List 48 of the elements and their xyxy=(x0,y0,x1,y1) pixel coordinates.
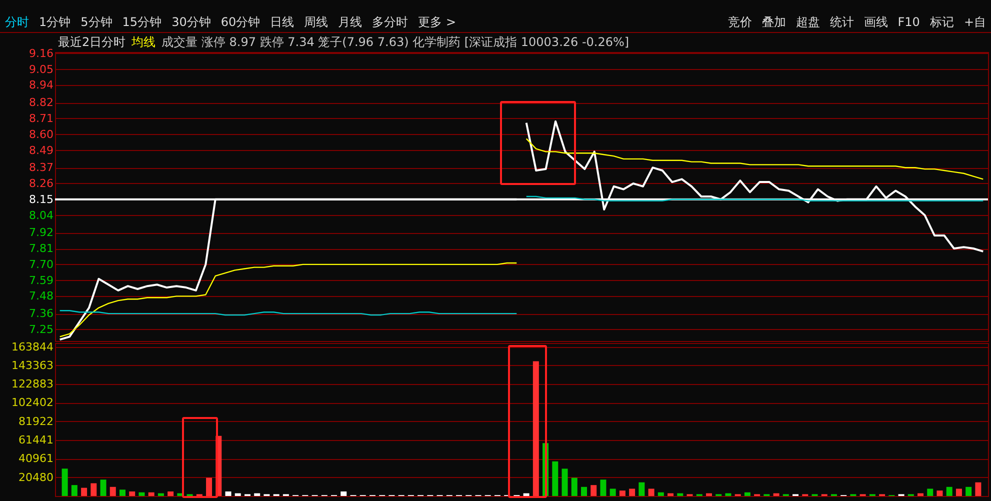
y-tick-label: 163844 xyxy=(12,340,54,354)
y-tick-label: 143363 xyxy=(12,358,54,372)
text: 统计 xyxy=(828,14,855,31)
text: 60分钟 xyxy=(220,14,262,31)
y-tick-label: 8.49 xyxy=(29,144,54,157)
y-tick-label: 8.71 xyxy=(29,112,54,125)
text: 画线 xyxy=(862,14,889,31)
y-tick-label: 8.94 xyxy=(29,78,54,92)
y-tick-label: 20480 xyxy=(18,470,54,484)
text: 30分钟 xyxy=(170,14,212,31)
y-tick-label: 7.59 xyxy=(29,274,54,287)
chart-title: 最近2日分时 xyxy=(58,35,126,49)
text: +自 xyxy=(962,14,987,31)
y-tick-label: 102402 xyxy=(12,396,54,410)
y-tick-label: 40961 xyxy=(18,452,54,466)
y-tick-label: 7.48 xyxy=(29,290,54,303)
y-tick-label: 7.81 xyxy=(29,242,54,256)
chart-subtitle: 成交量 涨停 8.97 跌停 7.34 笼子(7.96 7.63) 化学制药 [深证成指 10003.26 -0.26%] xyxy=(162,35,630,49)
y-tick-label: 122883 xyxy=(12,378,54,391)
text: 均线 xyxy=(132,35,156,49)
y-tick-label: 7.70 xyxy=(29,258,54,271)
text: 标记 xyxy=(928,14,955,31)
y-tick-label: 8.26 xyxy=(29,176,54,190)
text: 超盘 xyxy=(794,14,821,31)
y-tick-label: 9.05 xyxy=(29,62,54,76)
text: 日线 xyxy=(269,14,296,31)
y-tick-label: 8.82 xyxy=(29,96,54,110)
y-tick-label: 8.37 xyxy=(29,161,54,174)
y-tick-label: 7.36 xyxy=(29,307,54,320)
text: 分时 xyxy=(4,14,30,31)
text: 叠加 xyxy=(760,14,787,31)
y-tick-label: 9.16 xyxy=(29,46,54,60)
text: 竞价 xyxy=(726,14,753,31)
y-tick-label: 8.15 xyxy=(29,192,54,206)
text: F10 xyxy=(896,14,921,31)
text: 月线 xyxy=(337,14,364,31)
y-tick-label: 8.04 xyxy=(29,208,54,222)
y-tick-label: 8.60 xyxy=(29,128,54,141)
y-tick-label: 7.92 xyxy=(29,226,54,240)
text: 周线 xyxy=(303,14,330,31)
text: 多分时 xyxy=(371,14,410,31)
text: 15分钟 xyxy=(121,14,163,31)
text: 更多 > xyxy=(417,14,457,31)
text: 1分钟 xyxy=(38,14,72,31)
y-tick-label: 61441 xyxy=(18,434,54,447)
text: 5分钟 xyxy=(80,14,114,31)
y-tick-label: 7.25 xyxy=(29,322,54,336)
y-tick-label: 81922 xyxy=(18,414,54,428)
